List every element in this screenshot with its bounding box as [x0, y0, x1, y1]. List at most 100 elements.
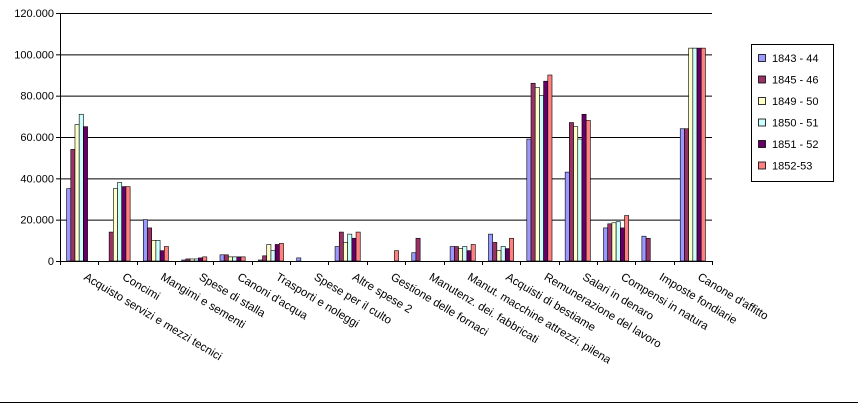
legend-swatch [758, 75, 766, 84]
bar [232, 256, 238, 262]
legend-swatch [758, 140, 766, 148]
bar [236, 256, 242, 262]
legend-label: 1849 - 50 [772, 96, 818, 108]
bar [573, 126, 579, 262]
bar [355, 231, 361, 262]
bar [198, 257, 203, 262]
bar [108, 231, 114, 262]
bar [193, 258, 199, 262]
bar [338, 231, 344, 262]
bar [415, 237, 421, 262]
bar [585, 120, 591, 262]
bar [296, 257, 302, 262]
legend-box [751, 44, 834, 182]
bar [462, 246, 468, 262]
bar [223, 254, 229, 262]
bar [202, 256, 208, 262]
bar [334, 246, 340, 262]
bar [466, 250, 472, 262]
y-tick-label: 60.000 [20, 132, 54, 144]
bar [70, 149, 76, 262]
y-tick-label: 80.000 [20, 91, 54, 103]
bar [458, 248, 464, 262]
y-tick-label: 20.000 [20, 215, 54, 227]
bar [189, 258, 195, 262]
bar [258, 259, 263, 262]
bar [163, 246, 169, 262]
bar [641, 235, 647, 262]
bar [620, 227, 625, 262]
bar [228, 256, 233, 262]
bar [492, 242, 498, 262]
legend: 1843 - 44 1845 - 46 1849 - 50 1850 - 51 1851… [751, 44, 834, 182]
bar [74, 124, 80, 262]
bar [679, 128, 685, 262]
bar [351, 237, 357, 262]
legend-label: 1843 - 44 [772, 53, 818, 65]
bar [539, 95, 544, 262]
bar [151, 240, 157, 262]
bar [569, 122, 574, 262]
bar [394, 250, 399, 262]
bar [181, 259, 187, 262]
bar [603, 227, 609, 262]
y-tick-labels: 0 20.000 40.000 60.000 80.000 100.000 120.000 [14, 8, 54, 268]
bar [577, 138, 583, 262]
bar [274, 244, 280, 262]
bar [700, 47, 706, 262]
bar [411, 252, 417, 262]
legend-swatch [758, 97, 766, 105]
bar [347, 233, 353, 262]
bar [500, 246, 506, 262]
bar [279, 243, 284, 262]
bar [564, 171, 570, 262]
bar [449, 246, 455, 262]
bar [266, 244, 272, 262]
bar [692, 47, 698, 262]
bar [454, 246, 459, 262]
bar [121, 186, 127, 262]
bar [526, 138, 532, 262]
legend-label: 1850 - 51 [772, 118, 818, 130]
y-tick-label: 120.000 [14, 8, 54, 20]
bar [547, 74, 553, 262]
bar [343, 242, 348, 262]
y-tick-label: 0 [48, 256, 54, 268]
bar [496, 250, 502, 262]
bar [581, 113, 587, 262]
legend-label: 1852-53 [772, 161, 812, 173]
bar [688, 47, 694, 262]
bar [509, 237, 514, 262]
bar [696, 47, 702, 262]
legend-swatch [758, 161, 766, 170]
bar [83, 126, 88, 262]
bar [185, 258, 191, 262]
bar [125, 186, 131, 262]
bar [155, 240, 161, 262]
bar [270, 250, 276, 262]
bar [159, 250, 165, 262]
bar [240, 256, 246, 262]
bar [219, 254, 225, 262]
y-tick-label: 100.000 [14, 49, 54, 61]
bars [66, 47, 706, 262]
bar [684, 128, 689, 262]
bar [142, 219, 148, 262]
bar [530, 82, 536, 262]
bar [66, 188, 72, 262]
bar [470, 244, 476, 262]
bar [78, 113, 84, 262]
bar [645, 237, 651, 262]
bar [543, 80, 549, 262]
gridlines [60, 13, 712, 221]
legend-label: 1845 - 46 [772, 75, 818, 87]
bar [147, 227, 152, 262]
bar [534, 87, 540, 262]
y-tick-label: 40.000 [20, 173, 54, 185]
bar [117, 182, 123, 262]
bar [611, 222, 617, 262]
bar [504, 248, 510, 262]
bar [615, 221, 621, 262]
